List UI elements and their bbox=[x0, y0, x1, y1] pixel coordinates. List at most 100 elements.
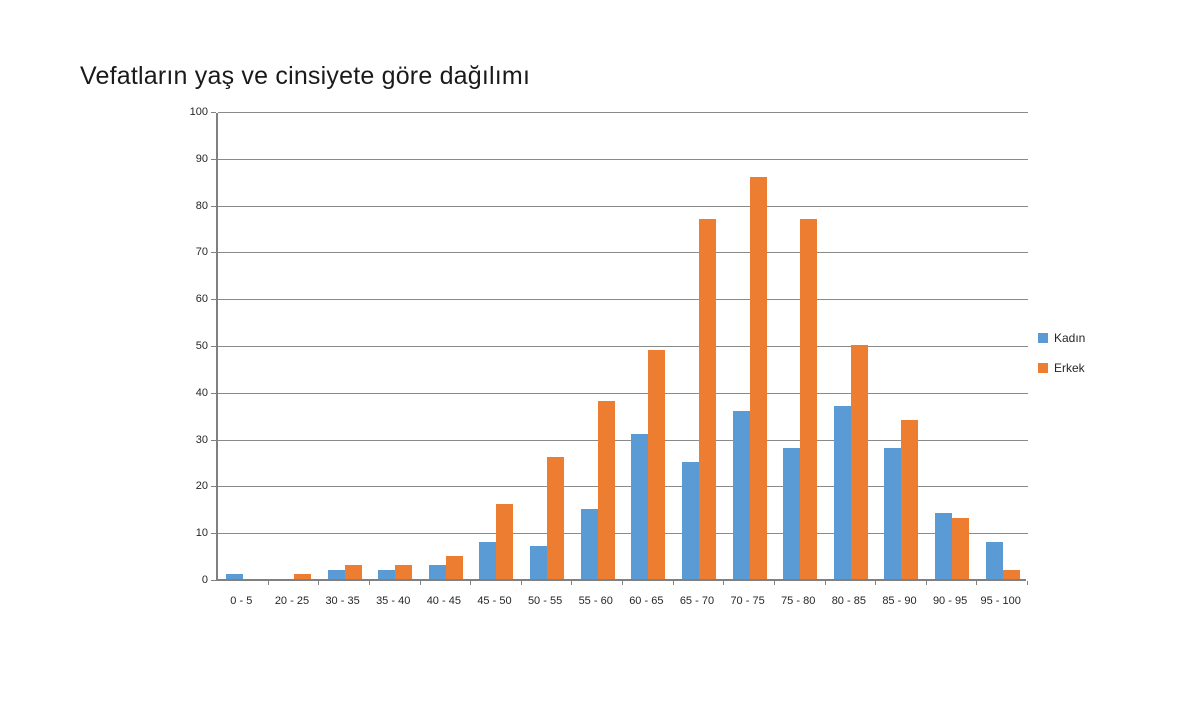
x-axis-category-label: 90 - 95 bbox=[932, 595, 968, 607]
x-axis-tick bbox=[419, 581, 421, 585]
y-axis-tick-label: 10 bbox=[195, 527, 208, 540]
gridline bbox=[218, 392, 1028, 394]
bar-erkek bbox=[800, 218, 818, 579]
legend-item-erkek: Erkek bbox=[1038, 361, 1085, 375]
bar-erkek bbox=[395, 564, 413, 579]
x-axis-category-label: 95 - 100 bbox=[980, 595, 1021, 607]
x-axis-tick bbox=[1027, 581, 1028, 585]
x-axis-tick bbox=[773, 581, 775, 585]
y-axis-tick bbox=[211, 486, 216, 488]
bar-kadin bbox=[985, 541, 1003, 579]
bar-erkek bbox=[445, 555, 463, 579]
bar-erkek bbox=[901, 419, 919, 579]
y-axis-tick bbox=[211, 533, 216, 535]
x-axis-tick bbox=[925, 581, 927, 585]
x-axis-category-label: 55 - 60 bbox=[578, 595, 613, 607]
x-axis-tick bbox=[976, 581, 978, 585]
bar-erkek bbox=[850, 345, 868, 579]
gridline bbox=[218, 533, 1028, 535]
y-axis-tick-label: 40 bbox=[195, 386, 208, 399]
x-axis-category-label: 30 - 35 bbox=[325, 595, 360, 607]
x-axis-category-label: 60 - 65 bbox=[629, 595, 664, 607]
y-axis-tick bbox=[211, 346, 216, 347]
x-axis-category-label: 75 - 80 bbox=[781, 595, 816, 607]
gridline bbox=[218, 346, 1028, 347]
x-axis-category-label: 80 - 85 bbox=[831, 595, 866, 607]
x-axis-category-label: 70 - 75 bbox=[730, 595, 765, 607]
bar-kadin bbox=[631, 433, 649, 579]
bar-kadin bbox=[530, 546, 548, 579]
y-axis-tick bbox=[211, 392, 216, 394]
gridline bbox=[218, 486, 1028, 488]
gridline bbox=[218, 112, 1028, 113]
y-axis-tick bbox=[211, 252, 216, 254]
plot-area bbox=[211, 112, 1028, 585]
x-axis-category-label: 0 - 5 bbox=[230, 595, 253, 607]
y-axis-tick-label: 80 bbox=[195, 199, 208, 212]
bar-group bbox=[269, 574, 320, 579]
y-axis-tick-label: 50 bbox=[195, 340, 208, 352]
bar-group bbox=[572, 401, 623, 579]
x-axis-category-label: 35 - 40 bbox=[376, 595, 411, 607]
x-axis-category-label: 45 - 50 bbox=[477, 595, 512, 607]
gridline bbox=[218, 252, 1028, 254]
bar-kadin bbox=[226, 574, 244, 579]
bar-kadin bbox=[783, 447, 801, 579]
bar-group bbox=[826, 345, 877, 579]
y-axis-tick bbox=[211, 439, 216, 441]
x-axis-category-label: 50 - 55 bbox=[527, 595, 563, 607]
bar-erkek bbox=[749, 176, 767, 579]
y-axis-tick-label: 20 bbox=[195, 480, 208, 493]
gridline bbox=[218, 439, 1028, 441]
legend-item-kadin: Kadın bbox=[1038, 331, 1085, 345]
x-axis-category-label: 85 - 90 bbox=[882, 595, 917, 607]
y-axis-tick bbox=[211, 580, 216, 581]
bar-group bbox=[876, 419, 927, 579]
x-axis-category-label: 20 - 25 bbox=[274, 595, 310, 607]
bar-kadin bbox=[428, 564, 446, 579]
bar-kadin bbox=[833, 405, 851, 579]
y-axis-tick bbox=[211, 158, 216, 160]
legend-label: Kadın bbox=[1054, 331, 1086, 345]
bar-group bbox=[623, 349, 674, 579]
bar-group bbox=[977, 541, 1028, 579]
chart-title: Vefatların yaş ve cinsiyete göre dağılım… bbox=[80, 62, 531, 90]
gridline bbox=[218, 299, 1028, 301]
bar-kadin bbox=[732, 410, 750, 579]
y-axis-tick bbox=[211, 299, 216, 301]
x-axis-tick bbox=[520, 581, 522, 585]
bar-kadin bbox=[681, 462, 699, 579]
gridline bbox=[218, 158, 1028, 160]
y-axis-tick-label: 60 bbox=[195, 293, 208, 306]
bar-kadin bbox=[378, 569, 396, 579]
legend-swatch-icon bbox=[1038, 363, 1048, 373]
bar-group bbox=[674, 218, 725, 579]
y-axis-tick bbox=[211, 112, 216, 113]
bar-group bbox=[471, 504, 522, 579]
bar-erkek bbox=[648, 349, 666, 579]
bar-group bbox=[319, 564, 370, 579]
bar-group bbox=[927, 513, 978, 579]
bar-erkek bbox=[293, 574, 311, 579]
x-axis-tick bbox=[571, 581, 573, 585]
bar-kadin bbox=[479, 541, 497, 579]
x-axis-tick bbox=[824, 581, 826, 585]
bar-group bbox=[724, 176, 775, 579]
bar-kadin bbox=[580, 508, 598, 579]
bar-group bbox=[218, 574, 269, 579]
bar-erkek bbox=[1002, 569, 1020, 579]
bar-kadin bbox=[327, 569, 345, 579]
x-axis-tick bbox=[622, 581, 623, 585]
x-axis-tick bbox=[875, 581, 877, 585]
x-axis-tick bbox=[368, 581, 370, 585]
y-axis-tick-label: 0 bbox=[201, 574, 208, 586]
y-axis-tick bbox=[211, 205, 216, 207]
x-axis-tick bbox=[672, 581, 674, 585]
bar-kadin bbox=[935, 513, 953, 579]
bar-erkek bbox=[496, 504, 514, 579]
x-axis-tick bbox=[318, 581, 320, 585]
bar-erkek bbox=[597, 401, 615, 579]
y-axis-tick-label: 100 bbox=[189, 106, 208, 118]
x-axis-tick bbox=[723, 581, 725, 585]
